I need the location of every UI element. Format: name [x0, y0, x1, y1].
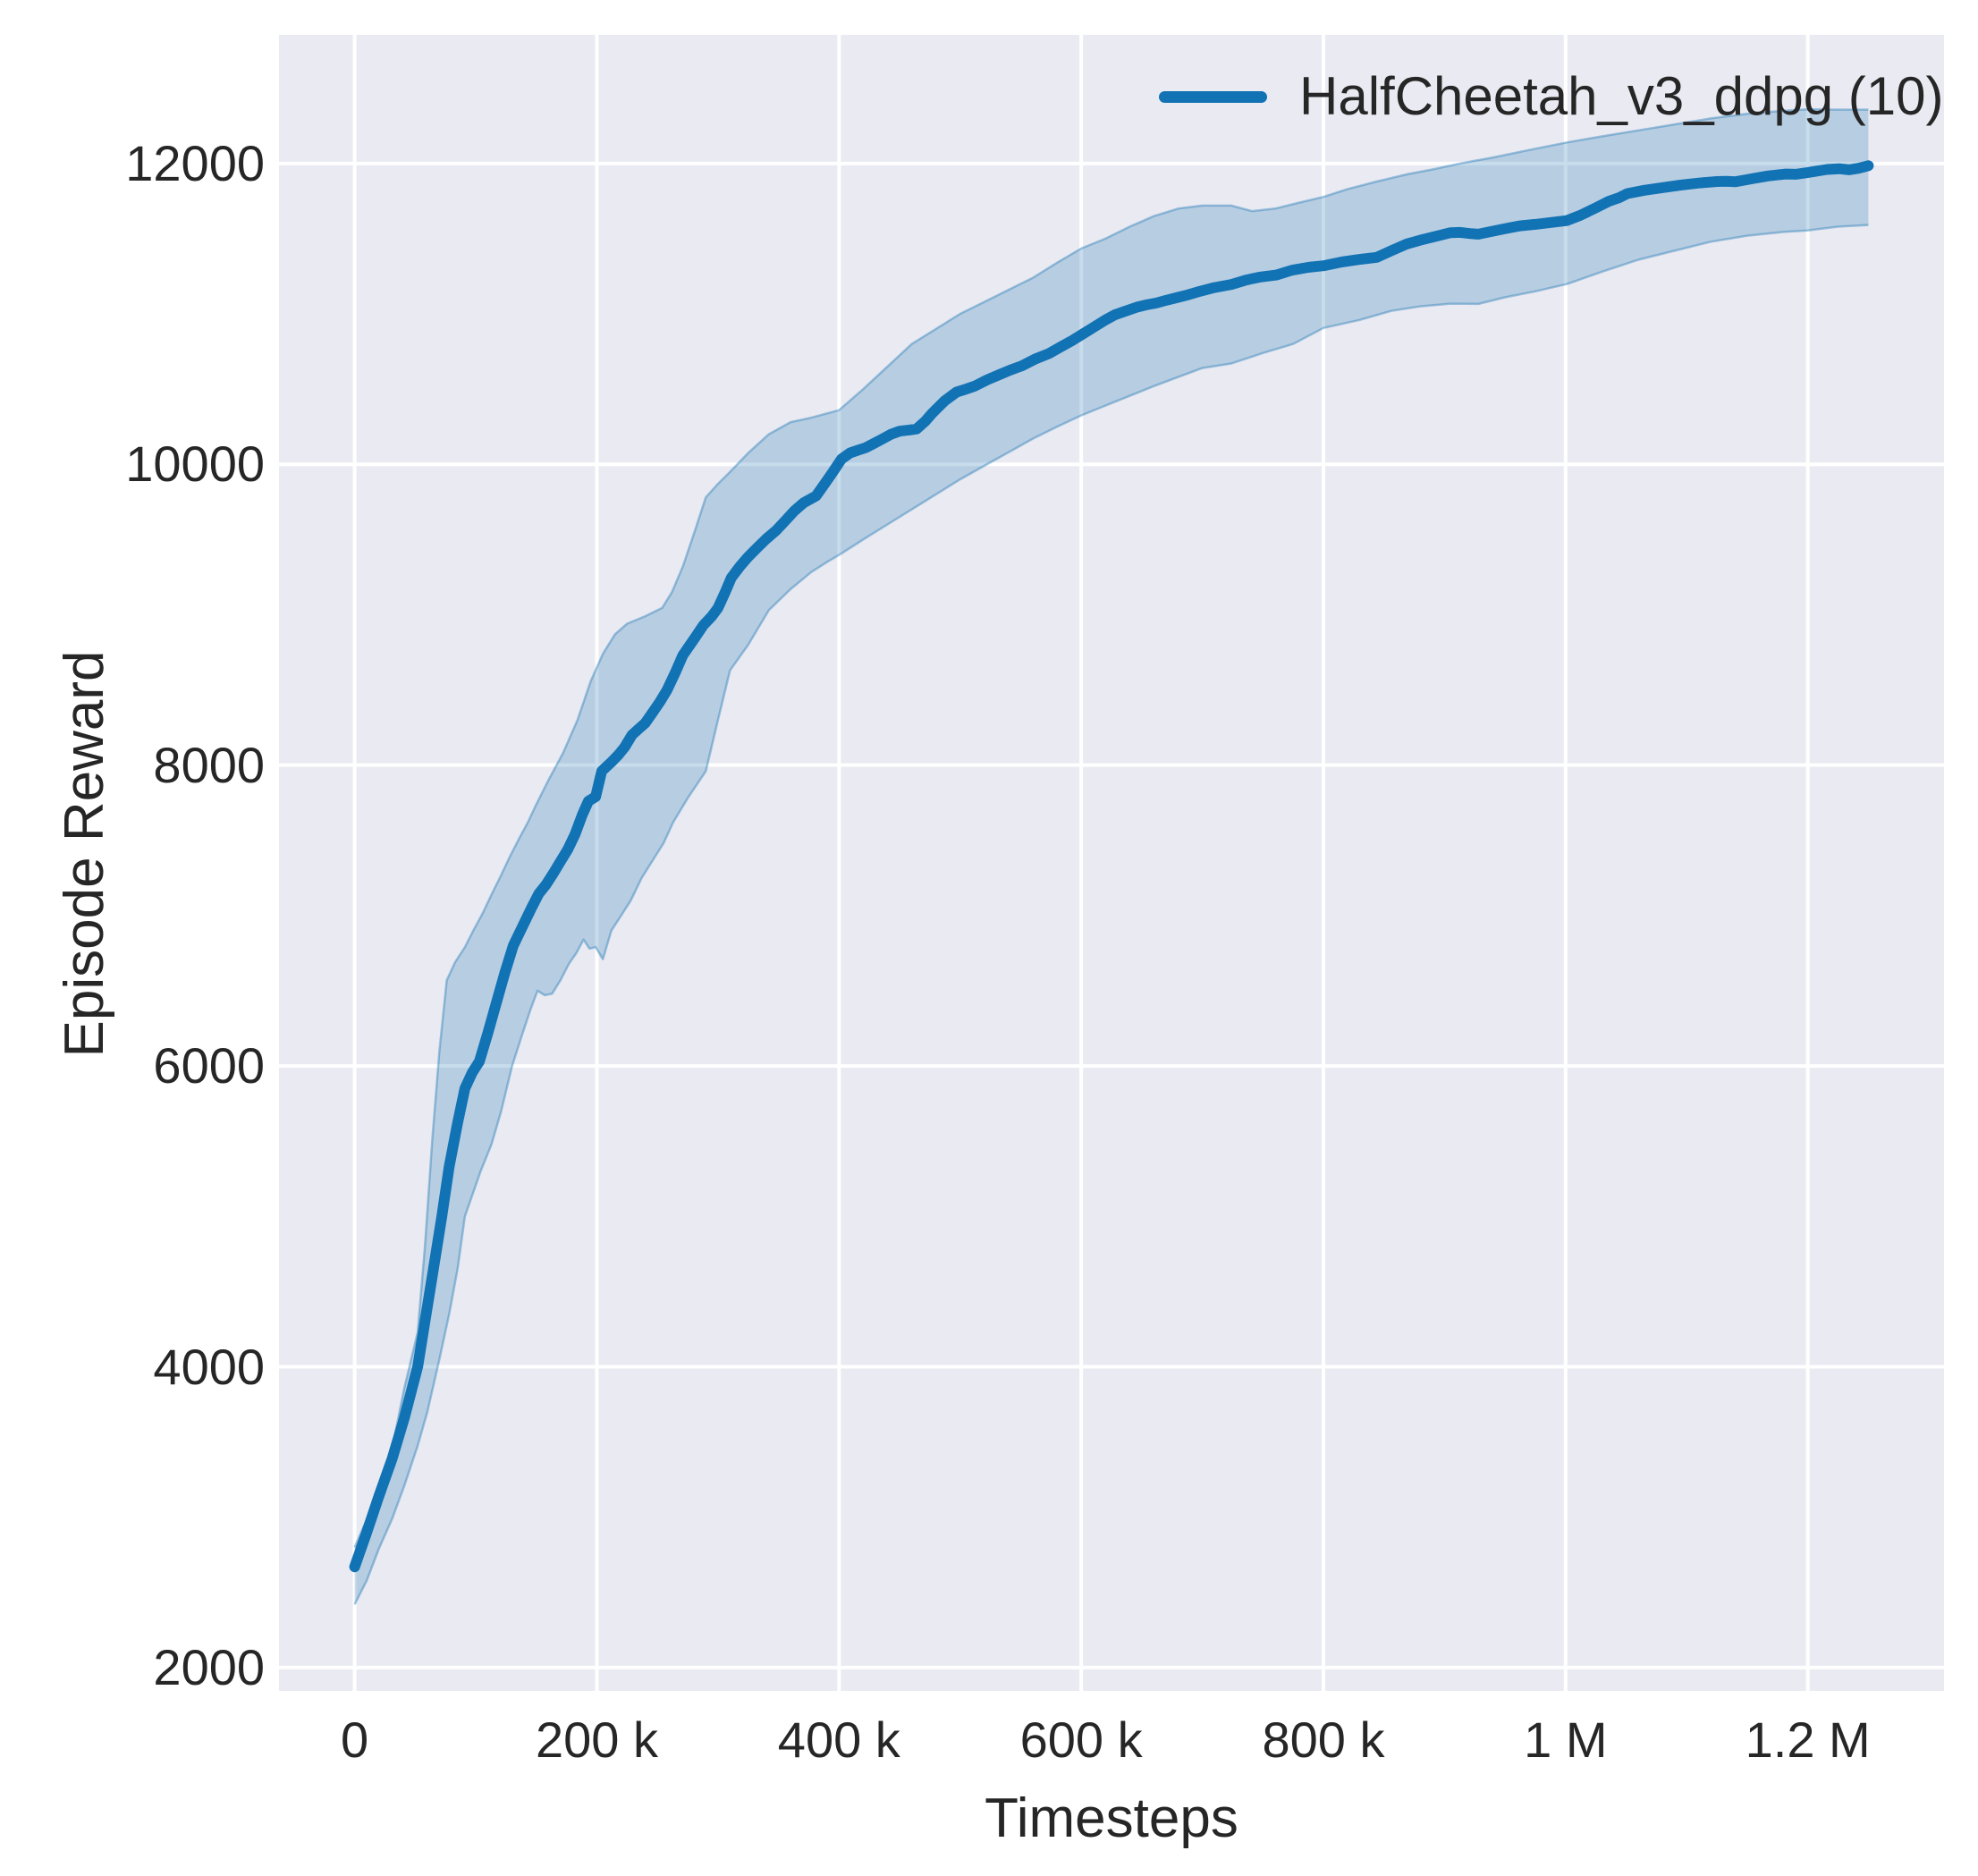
x-tick-label: 800 k	[1262, 1711, 1385, 1768]
legend-label: HalfCheetah_v3_ddpg (10)	[1299, 66, 1944, 126]
y-tick-label: 4000	[153, 1338, 265, 1395]
y-tick-label: 12000	[125, 134, 265, 191]
x-tick-label: 400 k	[777, 1711, 900, 1768]
mean-reward-line	[349, 160, 1874, 1573]
x-tick-label: 600 k	[1019, 1711, 1143, 1768]
x-tick-label: 0	[341, 1711, 369, 1768]
y-tick-label: 10000	[125, 435, 265, 493]
y-axis-title: Episode Reward	[54, 650, 115, 1058]
x-tick-label: 1 M	[1524, 1711, 1608, 1768]
x-axis-title: Timesteps	[985, 1787, 1238, 1849]
gridlines	[279, 35, 1944, 1691]
y-tick-label: 2000	[153, 1638, 265, 1695]
legend-line-swatch	[1159, 90, 1267, 103]
confidence-band-upper-edge	[353, 108, 1869, 1548]
legend: HalfCheetah_v3_ddpg (10)	[1159, 70, 1944, 123]
x-tick-label: 200 k	[535, 1711, 658, 1768]
confidence-band-lower-edge	[353, 224, 1869, 1605]
y-tick-label: 8000	[153, 736, 265, 793]
confidence-band	[354, 109, 1869, 1605]
y-tick-label: 6000	[153, 1037, 265, 1094]
x-tick-label: 1.2 M	[1745, 1711, 1871, 1768]
